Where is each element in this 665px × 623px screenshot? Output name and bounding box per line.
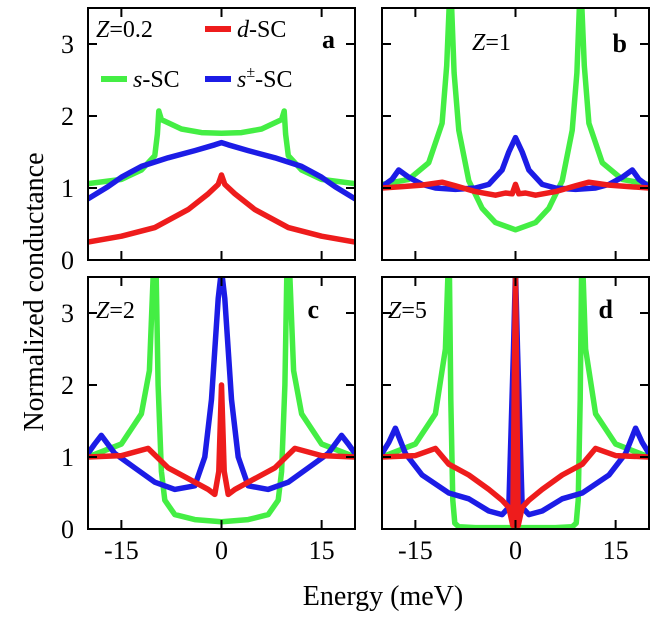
y-tick-label: 3 bbox=[61, 30, 74, 59]
y-tick-label: 2 bbox=[61, 102, 74, 131]
x-tick-label: 15 bbox=[309, 536, 335, 565]
y-axis-title: Normalized conductance bbox=[19, 152, 50, 431]
x-axis-title: Energy (meV) bbox=[303, 581, 463, 612]
legend-label-d: d-SC bbox=[237, 17, 286, 43]
panel-b: b Z=1 bbox=[381, 7, 650, 261]
series-line-spm bbox=[382, 134, 649, 193]
series-line-s bbox=[88, 108, 355, 187]
series-line-d bbox=[382, 179, 649, 198]
legend: d-SC s-SC s±-SC bbox=[101, 17, 292, 93]
panel-letter: b bbox=[613, 29, 627, 58]
z-label: Z=1 bbox=[472, 30, 511, 56]
panel-letter: a bbox=[322, 25, 335, 54]
x-tick-label: -15 bbox=[398, 536, 433, 565]
z-label: Z=5 bbox=[388, 298, 427, 324]
series-line-spm bbox=[382, 277, 649, 518]
panel-a: 0 1 2 3 a Z=0.2 bbox=[61, 7, 356, 275]
legend-label-s: s-SC bbox=[133, 67, 180, 93]
y-tick-label: 0 bbox=[61, 246, 74, 275]
y-tick-label: 1 bbox=[61, 443, 74, 472]
series-line-d bbox=[382, 277, 649, 529]
x-tick-label: 0 bbox=[215, 536, 228, 565]
series-line-spm bbox=[88, 139, 355, 202]
z-label: Z=0.2 bbox=[96, 17, 153, 43]
y-tick-label: 0 bbox=[61, 515, 74, 544]
panels: 0 1 2 3 a Z=0.2 b Z=1 -15 0 15 0 1 2 3 c Z=2 -15 0 15 d Z=5 d-… bbox=[61, 7, 650, 565]
panel-letter: d bbox=[599, 295, 614, 324]
panel-frame bbox=[381, 7, 650, 261]
y-tick-label: 2 bbox=[61, 371, 74, 400]
series-line-d bbox=[88, 172, 355, 245]
series-line-s bbox=[382, 8, 649, 233]
panel-c: -15 0 15 0 1 2 3 c Z=2 bbox=[61, 276, 356, 565]
legend-label-spm: s±-SC bbox=[237, 64, 292, 93]
panel-d: -15 0 15 d Z=5 bbox=[381, 276, 650, 565]
z-label: Z=2 bbox=[96, 298, 135, 324]
series-line-d bbox=[88, 382, 355, 498]
x-tick-label: 15 bbox=[603, 536, 629, 565]
panel-letter: c bbox=[307, 295, 319, 324]
y-tick-label: 1 bbox=[61, 174, 74, 203]
y-tick-label: 3 bbox=[61, 299, 74, 328]
x-tick-label: -15 bbox=[104, 536, 139, 565]
series-line-spm bbox=[88, 277, 355, 493]
x-tick-label: 0 bbox=[509, 536, 522, 565]
